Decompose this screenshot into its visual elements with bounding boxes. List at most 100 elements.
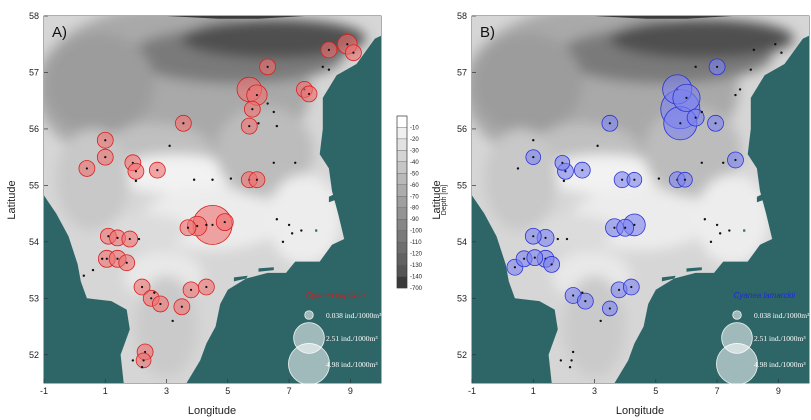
depth-contour bbox=[267, 174, 342, 265]
station-dot bbox=[608, 122, 611, 125]
zero-catch-station bbox=[532, 139, 535, 142]
x-tick-label: 3 bbox=[164, 386, 169, 396]
zero-catch-station bbox=[728, 229, 731, 232]
zero-catch-station bbox=[211, 178, 214, 181]
zero-catch-station bbox=[722, 161, 725, 164]
station-dot bbox=[513, 266, 516, 269]
zero-catch-station bbox=[171, 319, 174, 323]
colorbar-label: -70 bbox=[410, 194, 419, 200]
colorbar-swatch bbox=[396, 196, 408, 208]
zero-catch-station bbox=[516, 167, 520, 170]
zero-catch-station bbox=[703, 218, 707, 221]
station-dot bbox=[564, 170, 567, 173]
zero-catch-station bbox=[599, 319, 602, 323]
station-dot bbox=[144, 350, 147, 354]
y-tick-label: 58 bbox=[29, 11, 39, 21]
station-dot bbox=[142, 359, 145, 362]
station-dot bbox=[683, 178, 687, 181]
y-tick-label: 56 bbox=[457, 124, 467, 134]
y-tick-label: 52 bbox=[29, 350, 39, 360]
bathymetry-a bbox=[44, 16, 381, 383]
station-dot bbox=[186, 226, 190, 229]
station-dot bbox=[159, 302, 162, 306]
station-dot bbox=[617, 288, 621, 291]
y-tick-label: 55 bbox=[29, 180, 39, 190]
colorbar-label: -120 bbox=[410, 252, 423, 258]
zero-catch-station bbox=[709, 240, 713, 244]
depth-contour bbox=[56, 128, 130, 231]
legend-species-a: Cyanea capillata bbox=[306, 291, 366, 300]
panel-letter-b: B) bbox=[480, 24, 495, 41]
depth-contour bbox=[472, 32, 583, 135]
legend-label: 0.038 ind./1000m³ bbox=[326, 311, 382, 320]
zero-catch-station bbox=[700, 161, 703, 164]
island bbox=[743, 229, 746, 232]
legend-species-b: Cyanea lamarckii bbox=[734, 291, 796, 300]
zero-catch-station bbox=[734, 93, 737, 97]
colorbar-swatch bbox=[396, 115, 408, 128]
zero-catch-station bbox=[700, 110, 703, 114]
depth-contour bbox=[181, 18, 366, 59]
island bbox=[258, 267, 274, 272]
colorbar-swatch bbox=[396, 264, 408, 277]
y-axis-label-b: Latitude bbox=[431, 180, 443, 219]
norway-land bbox=[594, 16, 794, 19]
legend-label: 2.51 ind./1000m³ bbox=[326, 334, 378, 343]
colorbar-swatch bbox=[396, 219, 408, 231]
station-dot bbox=[196, 224, 199, 228]
zero-catch-station bbox=[300, 229, 303, 232]
legend-label: 4.98 ind./1000m³ bbox=[326, 360, 378, 369]
station-dot bbox=[633, 223, 636, 227]
station-dot bbox=[128, 237, 131, 241]
station-dot bbox=[613, 226, 616, 229]
colorbar-swatch bbox=[396, 161, 408, 174]
zero-catch-station bbox=[321, 65, 324, 69]
zero-catch-station bbox=[556, 237, 559, 241]
depth-contour bbox=[215, 106, 314, 197]
station-dot bbox=[694, 116, 697, 119]
sample-marks-a bbox=[78, 34, 362, 369]
x-axis-label-a: Longitude bbox=[188, 405, 236, 417]
zero-catch-station bbox=[272, 161, 275, 164]
station-dot bbox=[140, 285, 144, 289]
bathymetry-b bbox=[472, 16, 809, 383]
station-dot bbox=[266, 65, 269, 68]
station-dot bbox=[255, 178, 259, 181]
x-tick-label: 3 bbox=[592, 386, 597, 396]
zero-catch-station bbox=[134, 179, 138, 183]
zero-catch-station bbox=[272, 110, 275, 114]
zero-catch-station bbox=[571, 350, 575, 354]
y-tick-label: 53 bbox=[457, 293, 467, 303]
y-tick-label: 55 bbox=[457, 180, 467, 190]
x-tick-label: 1 bbox=[103, 386, 108, 396]
zero-catch-station bbox=[140, 365, 144, 369]
station-dot bbox=[205, 285, 208, 289]
station-dot bbox=[581, 169, 584, 172]
colorbar-swatch bbox=[396, 276, 408, 289]
uk-land bbox=[472, 16, 558, 383]
zero-catch-station bbox=[82, 274, 86, 277]
colorbar-swatch bbox=[396, 184, 408, 197]
station-dot bbox=[633, 178, 636, 181]
y-tick-label: 57 bbox=[457, 67, 467, 77]
station-dot bbox=[107, 235, 110, 238]
colorbar-swatch bbox=[396, 230, 408, 243]
depth-colorbar: -10 -20 -30 -40 -50 -60 -70 -80 -90 -100 -110 -120 -… bbox=[396, 115, 423, 292]
colorbar-swatch bbox=[396, 241, 408, 254]
station-dot bbox=[211, 223, 214, 227]
zero-catch-station bbox=[752, 48, 756, 52]
station-dot bbox=[685, 96, 688, 99]
zero-catch-station bbox=[568, 365, 572, 369]
station-dot bbox=[532, 156, 535, 159]
station-dot bbox=[85, 167, 88, 170]
station-dot bbox=[734, 158, 737, 162]
station-dot bbox=[248, 125, 251, 128]
zero-catch-station bbox=[101, 257, 104, 260]
colorbar-frame bbox=[396, 115, 408, 289]
zero-catch-station bbox=[290, 232, 294, 235]
legend-label: 2.51 ind./1000m³ bbox=[754, 334, 806, 343]
zero-catch-station bbox=[275, 124, 279, 128]
